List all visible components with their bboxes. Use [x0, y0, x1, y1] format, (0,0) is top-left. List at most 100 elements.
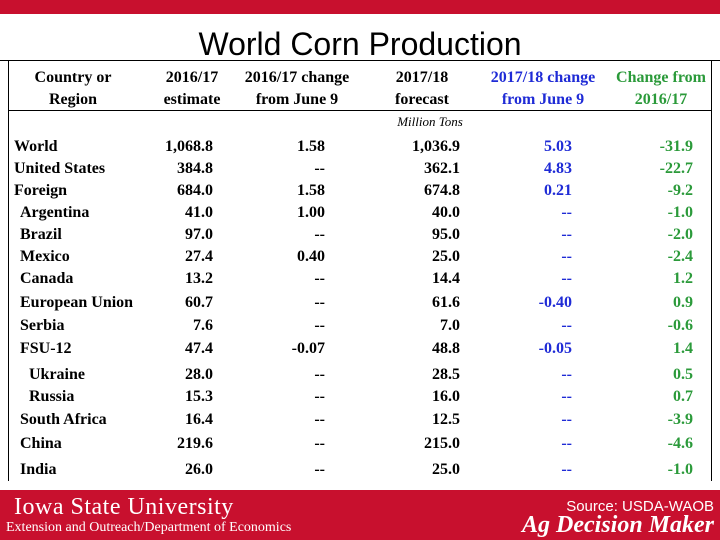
chgfrom-cell: -2.4 — [667, 248, 693, 265]
chg17-cell: -- — [561, 226, 572, 243]
table-row: India 26.0 -- 25.0 -- -1.0 — [0, 459, 720, 481]
fc-cell: 95.0 — [432, 226, 460, 243]
fc-cell: 362.1 — [424, 160, 460, 177]
chg17-cell: -- — [561, 435, 572, 452]
country-cell: Brazil — [20, 226, 62, 243]
chg17-cell: -- — [561, 411, 572, 428]
est-cell: 28.0 — [185, 366, 213, 383]
est-cell: 41.0 — [185, 204, 213, 221]
chg16-cell: -- — [314, 226, 325, 243]
chg16-cell: -- — [314, 411, 325, 428]
country-cell: Serbia — [20, 317, 65, 334]
chgfrom-cell: 0.5 — [673, 366, 693, 383]
table-row: China 219.6 -- 215.0 -- -4.6 — [0, 433, 720, 455]
est-cell: 97.0 — [185, 226, 213, 243]
fc-cell: 7.0 — [440, 317, 460, 334]
est-cell: 60.7 — [185, 294, 213, 311]
chgfrom-cell: -0.6 — [667, 317, 693, 334]
chg17-cell: -- — [561, 366, 572, 383]
chg16-cell: -0.07 — [291, 340, 325, 357]
chgfrom-cell: -31.9 — [659, 138, 693, 155]
chg16-cell: 0.40 — [297, 248, 325, 265]
table-row: Ukraine 28.0 -- 28.5 -- 0.5 — [0, 364, 720, 386]
units-label: Million Tons — [397, 114, 463, 129]
chgfrom-cell: -3.9 — [667, 411, 693, 428]
est-cell: 219.6 — [177, 435, 213, 452]
title-rule — [0, 60, 720, 61]
chgfrom-cell: -9.2 — [667, 182, 693, 199]
header-forecast: 2017/18 forecast — [395, 69, 449, 108]
country-cell: China — [20, 435, 62, 452]
chgfrom-cell: -4.6 — [667, 435, 693, 452]
chg17-cell: 0.21 — [544, 182, 572, 199]
chg17-cell: 5.03 — [544, 138, 572, 155]
est-cell: 47.4 — [185, 340, 213, 357]
chg16-cell: 1.58 — [297, 182, 325, 199]
country-cell: World — [14, 138, 58, 155]
ag-decision-maker-logo: Ag Decision Maker — [522, 512, 714, 538]
isu-logo: Iowa State University — [14, 494, 234, 520]
chg17-cell: -- — [561, 204, 572, 221]
country-cell: Mexico — [20, 248, 70, 265]
est-cell: 1,068.8 — [165, 138, 213, 155]
fc-cell: 14.4 — [432, 270, 460, 287]
fc-cell: 16.0 — [432, 388, 460, 405]
table-row: Mexico 27.4 0.40 25.0 -- -2.4 — [0, 246, 720, 268]
footer-bar — [0, 490, 720, 540]
chg16-cell: -- — [314, 160, 325, 177]
chg16-cell: 1.00 — [297, 204, 325, 221]
chgfrom-cell: 0.9 — [673, 294, 693, 311]
fc-cell: 12.5 — [432, 411, 460, 428]
chg17-cell: -0.40 — [538, 294, 572, 311]
country-cell: Argentina — [20, 204, 90, 221]
country-cell: United States — [14, 160, 106, 177]
table-row: United States 384.8 -- 362.1 4.83 -22.7 — [0, 158, 720, 180]
chg17-cell: -- — [561, 461, 572, 478]
country-cell: Canada — [20, 270, 74, 287]
chgfrom-cell: -1.0 — [667, 204, 693, 221]
est-cell: 384.8 — [177, 160, 213, 177]
country-cell: Foreign — [14, 182, 68, 199]
table-row: Foreign 684.0 1.58 674.8 0.21 -9.2 — [0, 180, 720, 202]
table-frame — [8, 61, 712, 481]
chg16-cell: -- — [314, 461, 325, 478]
header-estimate: 2016/17 estimate — [163, 69, 221, 108]
chg16-cell: 1.58 — [297, 138, 325, 155]
table-row: FSU-12 47.4 -0.07 48.8 -0.05 1.4 — [0, 338, 720, 360]
country-cell: European Union — [20, 294, 134, 311]
chg16-cell: -- — [314, 270, 325, 287]
chgfrom-cell: -1.0 — [667, 461, 693, 478]
chg16-cell: -- — [314, 388, 325, 405]
chgfrom-cell: -2.0 — [667, 226, 693, 243]
est-cell: 26.0 — [185, 461, 213, 478]
country-cell: South Africa — [20, 411, 107, 428]
chg16-cell: -- — [314, 435, 325, 452]
est-cell: 16.4 — [185, 411, 213, 428]
chg17-cell: -- — [561, 270, 572, 287]
header-change-from: Change from 2016/17 — [616, 69, 706, 108]
header-change-2016: 2016/17 change from June 9 — [244, 69, 350, 108]
chgfrom-cell: 1.4 — [673, 340, 693, 357]
chgfrom-cell: 1.2 — [673, 270, 693, 287]
table-row: Argentina 41.0 1.00 40.0 -- -1.0 — [0, 202, 720, 224]
header-country: Country or Region — [34, 69, 112, 108]
table-row: European Union 60.7 -- 61.6 -0.40 0.9 — [0, 292, 720, 314]
chg16-cell: -- — [314, 366, 325, 383]
chg17-cell: -- — [561, 317, 572, 334]
est-cell: 7.6 — [193, 317, 213, 334]
fc-cell: 674.8 — [424, 182, 460, 199]
est-cell: 15.3 — [185, 388, 213, 405]
fc-cell: 25.0 — [432, 248, 460, 265]
chg17-cell: 4.83 — [544, 160, 572, 177]
country-cell: Russia — [29, 388, 75, 405]
chg16-cell: -- — [314, 317, 325, 334]
fc-cell: 25.0 — [432, 461, 460, 478]
est-cell: 13.2 — [185, 270, 213, 287]
table-row: Brazil 97.0 -- 95.0 -- -2.0 — [0, 224, 720, 246]
fc-cell: 1,036.9 — [412, 138, 460, 155]
country-cell: Ukraine — [29, 366, 85, 383]
chgfrom-cell: 0.7 — [673, 388, 693, 405]
chg17-cell: -- — [561, 388, 572, 405]
chgfrom-cell: -22.7 — [659, 160, 693, 177]
fc-cell: 40.0 — [432, 204, 460, 221]
